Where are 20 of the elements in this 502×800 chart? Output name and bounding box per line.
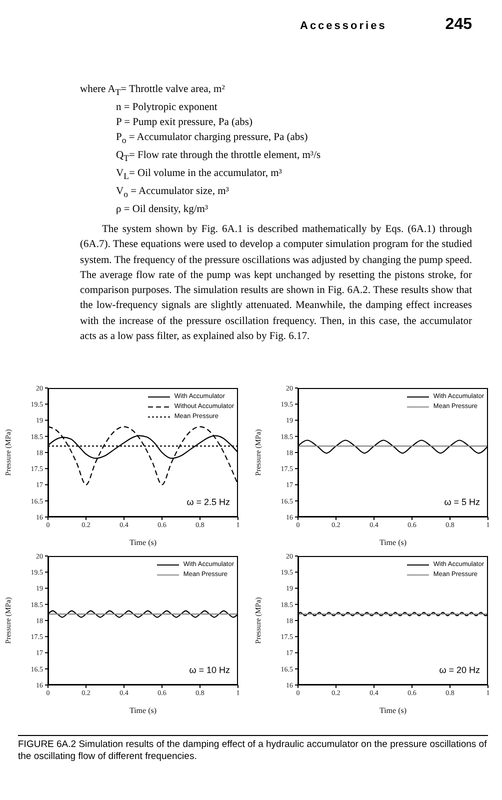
text: Accessories [300, 20, 387, 34]
annotation: ω = 2.5 Hz [186, 497, 230, 507]
x-axis-title: Time (s) [379, 538, 407, 547]
annotation: ω = 20 Hz [439, 665, 480, 675]
text: V$_{L}$= Oil volume in the accumulator, m³ [115, 167, 283, 184]
text: where A$_{T}$= Throttle valve area, m² [80, 83, 226, 100]
caption: FIGURE 6A.2 Simulation results of the damping effect of a hydraulic accumulator on the pressure oscillations of the oscillating flow of different frequencies. [18, 735, 488, 763]
text: V$_{o}$ = Accumulator size, m³ [115, 185, 230, 202]
text: ρ = Oil density, kg/m³ [115, 203, 210, 218]
text: Q$_{T}$= Flow rate through the throttle element, m³/s [115, 149, 321, 166]
text: 245 [445, 16, 472, 34]
annotation: ω = 10 Hz [189, 665, 230, 675]
x-axis-title: Time (s) [379, 706, 407, 715]
text: P = Pump exit pressure, Pa (abs) [115, 116, 254, 130]
text: P$_{o}$ = Accumulator charging pressure, Pa (abs) [115, 131, 309, 148]
text: n = Polytropic exponent [115, 101, 218, 116]
annotation: ω = 5 Hz [444, 497, 480, 507]
text: The system shown by Fig. 6A.1 is described mathematically by Eqs. (6A.1) through (6A.7). These equations were used to develop a computer simulation program for the studied system. The frequency of the pressure oscillations was adjusted by changing the pump speed. The average flow rate of the pump was kept unchanged by resetting the pistons stroke, for comparison purposes. The simulation results are shown in Fig. 6A.2. These results show that the low-frequency signals are slightly attenuated. Meanwhile, the damping effect increases with the increase of the pressure oscillation frequency. Then, in this case, the accumulator acts as a low pass filter, as explained also by Fig. 6.17. [80, 223, 472, 344]
x-axis-title: Time (s) [129, 538, 157, 547]
x-axis-title: Time (s) [129, 706, 157, 715]
